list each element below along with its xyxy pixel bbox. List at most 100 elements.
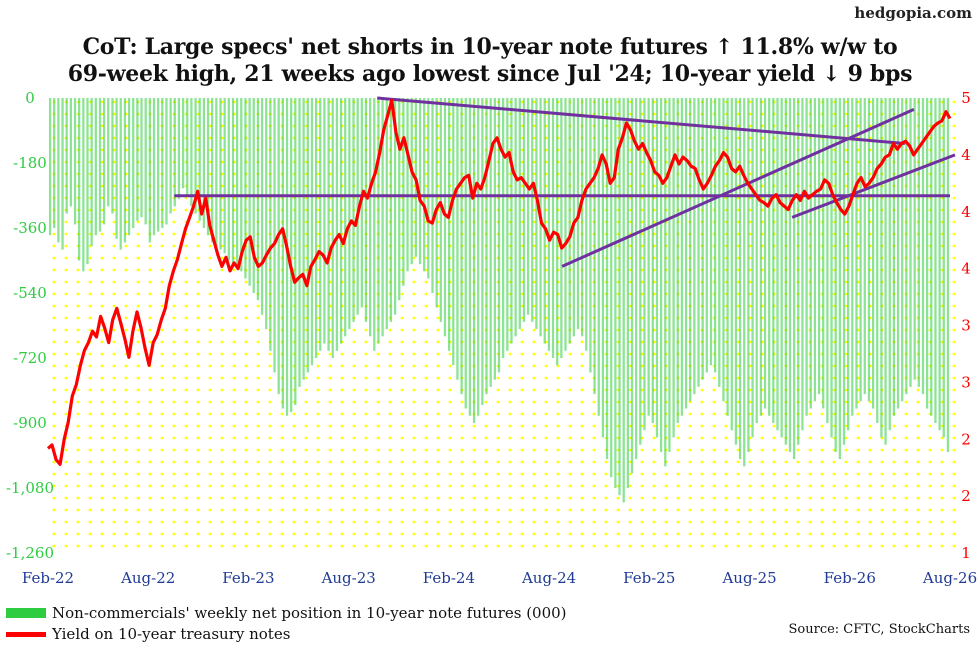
net-position-bar [452,98,455,366]
net-position-bar [842,98,846,445]
net-position-bar [78,98,81,261]
net-position-bar [48,98,52,236]
x-axis: Feb-22 Aug-22 Feb-23 Aug-23 Feb-24 Aug-24 Feb-… [22,569,977,587]
net-position-bar [788,98,792,452]
net-position-bar [369,98,372,337]
net-position-bar [551,98,555,358]
net-position-bar [934,98,937,423]
net-position-bar [676,98,679,423]
net-position-bar [427,98,430,279]
yield-layer [46,98,952,466]
x-axis-tick-label: Feb-26 [824,569,876,587]
net-position-bar [917,98,920,387]
net-position-bar [265,98,268,330]
net-position-bar [589,98,592,373]
net-position-bar [385,98,388,330]
net-position-bar [556,98,559,366]
x-axis-tick-label: Aug-26 [922,569,977,587]
net-position-bar [373,98,376,351]
net-position-bar [597,98,600,416]
net-position-bar [53,98,56,228]
yield-line [46,98,952,466]
net-position-bar [622,98,625,503]
trendline [561,108,915,268]
net-position-bar [273,98,276,373]
net-position-bar [277,98,280,395]
net-position-bar [418,98,422,265]
net-position-bar [672,98,675,438]
net-position-bar [381,98,384,337]
right-axis-tick-label: 4 [961,146,971,164]
net-position-bar [186,98,189,196]
right-axis-tick-label: 5 [961,89,971,107]
net-position-bar [244,98,247,279]
net-position-bar [269,98,272,351]
net-position-bar [94,98,97,236]
net-position-bar [502,98,505,358]
net-position-bar [580,98,584,337]
net-position-bar [439,98,442,322]
net-position-bar [805,98,808,416]
net-position-bar [90,98,93,247]
net-position-bar [614,98,617,488]
net-position-bar [714,98,717,373]
net-position-bar [913,98,916,380]
net-position-bar [726,98,729,416]
net-position-bar [905,98,908,395]
net-position-bar [248,98,251,286]
net-position-bar [456,98,459,380]
right-axis-tick-label: 2 [961,430,971,448]
net-position-bar [751,98,754,438]
left-axis-tick-label: -180 [13,154,47,172]
net-position-bar [202,98,206,228]
net-position-bar [173,98,176,207]
net-position-bar [701,98,704,380]
net-position-bar [256,98,260,301]
net-position-bar [152,98,156,236]
x-axis-tick-label: Feb-22 [22,569,74,587]
net-position-bar [526,98,530,315]
net-position-bar [693,98,696,395]
right-axis-tick-label: 3 [961,317,971,335]
net-position-bar [294,98,297,405]
net-position-bar [921,98,925,395]
net-position-bar [98,98,102,232]
net-position-bar [481,98,484,405]
net-position-bar [477,98,480,416]
net-position-bar [215,98,218,247]
net-position-bar [892,98,896,416]
legend-yield-label: Yield on 10-year treasury notes [52,625,291,643]
net-position-bar [86,98,89,265]
x-axis-tick-label: Aug-23 [321,569,376,587]
net-position-bar [132,98,135,228]
net-position-bar [585,98,588,351]
net-position-bar [610,98,613,478]
net-position-bar [601,98,605,438]
net-position-bar [822,98,825,409]
net-position-bar [468,98,472,416]
net-position-bar [281,98,284,409]
net-position-bar [123,98,127,243]
net-position-bar [518,98,521,330]
left-axis-tick-label: -540 [13,284,47,302]
net-position-bar [689,98,692,402]
net-position-bar [896,98,900,409]
net-position-bar [618,98,621,496]
left-axis-tick-label: -720 [13,349,47,367]
net-position-bar [730,98,733,431]
net-position-bar [722,98,725,402]
net-position-bar [813,98,817,402]
chart-title-line2: 69-week high, 21 weeks ago lowest since … [67,61,913,87]
legend-bars-label: Non-commercials' weekly net position in … [52,604,567,622]
net-position-bar [111,98,114,214]
net-position-bar [880,98,883,438]
net-position-bar [206,98,210,236]
x-axis-tick-label: Feb-25 [623,569,675,587]
net-position-bar [747,98,750,452]
net-position-bar [356,98,359,315]
net-position-bar [61,98,64,250]
legend-bars: Non-commercials' weekly net position in … [6,604,567,622]
net-position-bar [643,98,646,431]
net-position-bar [635,98,638,460]
net-position-bar [709,98,713,366]
